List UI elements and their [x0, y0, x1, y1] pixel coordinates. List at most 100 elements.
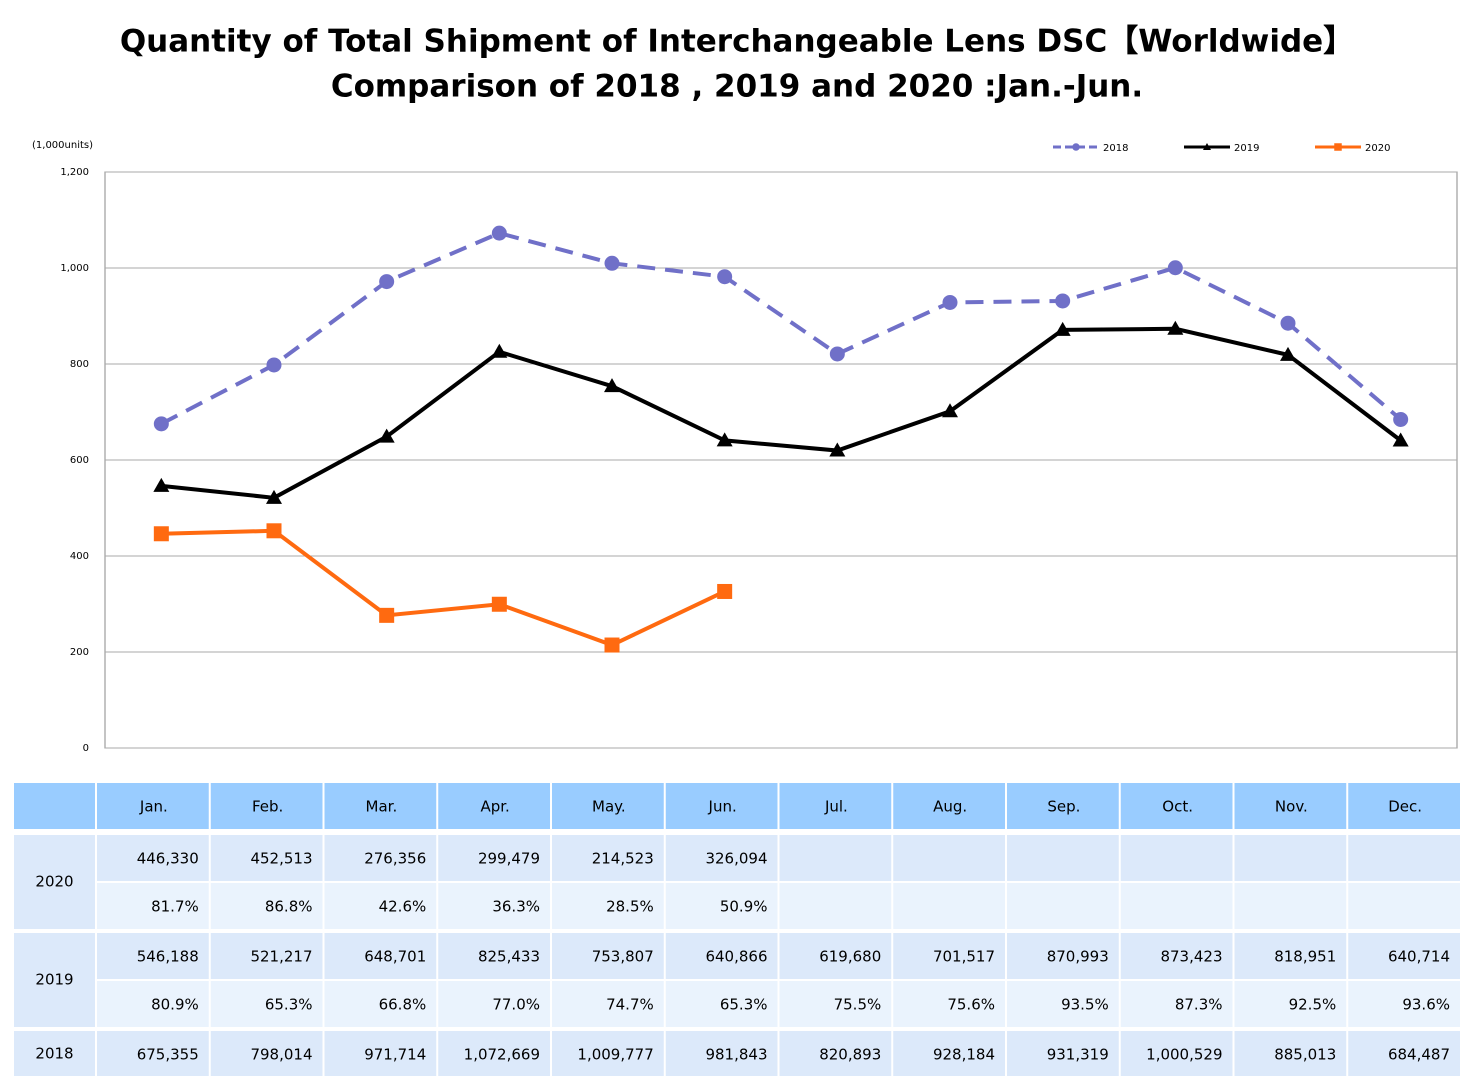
table-header-cell	[210, 783, 323, 829]
legend-label: 2020	[1365, 143, 1390, 154]
table-cell-text: 798,014	[250, 1046, 312, 1064]
table-cell	[1007, 835, 1119, 881]
table-header-cell	[1120, 783, 1233, 829]
table-cell-text: 36.3%	[492, 898, 540, 916]
table-cell-text: 446,330	[137, 850, 199, 868]
y-tick-label: 200	[70, 647, 89, 658]
table-cell-text: 93.5%	[1061, 996, 1109, 1014]
table-cell-text: 640,866	[705, 948, 767, 966]
table-header-text: May.	[592, 798, 626, 816]
table-cell	[1120, 933, 1233, 979]
table-cell	[1348, 835, 1460, 881]
point	[717, 583, 733, 599]
table-cell-text: 77.0%	[492, 996, 540, 1014]
table-cell-text: 28.5%	[606, 898, 654, 916]
table-cell-text: 65.3%	[265, 996, 313, 1014]
point	[379, 274, 395, 290]
table-cell-text: 326,094	[705, 850, 767, 868]
chart-title: Quantity of Total Shipment of Interchang…	[120, 24, 1354, 60]
table-cell	[1348, 1031, 1460, 1076]
table-cell-text: 81.7%	[151, 898, 199, 916]
table-header-text: Sep.	[1047, 798, 1080, 816]
table-cell	[210, 883, 323, 929]
table-header-text: Nov.	[1275, 798, 1308, 816]
point	[1280, 346, 1296, 361]
table-cell	[1348, 883, 1460, 929]
table-header-text: Oct.	[1162, 798, 1193, 816]
table-cell-text: 818,951	[1274, 948, 1336, 966]
table-cell-text: 825,433	[478, 948, 540, 966]
table-cell-text: 452,513	[250, 850, 312, 868]
table-cell	[779, 981, 892, 1027]
table-header-text: Apr.	[480, 798, 509, 816]
table-header-cell	[1007, 783, 1119, 829]
table-cell-text: 870,993	[1047, 948, 1109, 966]
table-group-label: 2019	[35, 971, 73, 989]
table-header-cell	[1234, 783, 1347, 829]
point	[1054, 321, 1071, 336]
table-header-cell	[665, 783, 778, 829]
table-group-label: 2018	[35, 1045, 73, 1063]
table-cell	[324, 933, 437, 979]
table-cell-text: 50.9%	[720, 898, 768, 916]
point	[942, 403, 958, 418]
table-header-text: Jan.	[139, 798, 168, 816]
table-cell-text: 75.5%	[834, 996, 882, 1014]
table-cell-text: 74.7%	[606, 996, 654, 1014]
point	[604, 255, 620, 271]
table-cell	[552, 981, 664, 1027]
table-cell-text: 299,479	[478, 850, 540, 868]
point	[1167, 260, 1183, 276]
table-cell-text: 65.3%	[720, 996, 768, 1014]
table-cell	[438, 835, 550, 881]
table-cell-text: 86.8%	[265, 898, 313, 916]
table-cell	[1234, 933, 1347, 979]
series-line	[161, 326, 1402, 500]
table-cell	[779, 1031, 892, 1076]
legend-marker	[1334, 143, 1342, 151]
table-cell	[438, 981, 550, 1027]
point	[491, 343, 508, 358]
table-cell-text: 820,893	[819, 1046, 881, 1064]
table-cell	[1348, 981, 1460, 1027]
table-cell	[1120, 883, 1233, 929]
table-cell-text: 87.3%	[1175, 996, 1223, 1014]
table-header-cell	[893, 783, 1005, 829]
table-header-cell	[1348, 783, 1460, 829]
table-cell	[97, 1031, 209, 1076]
table-cell	[1234, 1031, 1347, 1076]
table-cell	[438, 933, 550, 979]
table-cell-text: 981,843	[705, 1046, 767, 1064]
table-cell	[97, 883, 209, 929]
chart-subtitle: Comparison of 2018 , 2019 and 2020 :Jan.…	[331, 69, 1143, 105]
table-cell-text: 92.5%	[1289, 996, 1337, 1014]
point	[829, 346, 845, 362]
table-cell-text: 75.6%	[947, 996, 995, 1014]
table-group-cell	[14, 933, 95, 1027]
table-cell	[324, 835, 437, 881]
point	[1393, 411, 1409, 427]
table-cell-text: 885,013	[1274, 1046, 1336, 1064]
table-cell	[324, 1031, 437, 1076]
table-header-text: Dec.	[1388, 798, 1422, 816]
table-cell	[893, 1031, 1005, 1076]
table-cell-text: 80.9%	[151, 996, 199, 1014]
point	[717, 269, 733, 285]
table-cell	[210, 981, 323, 1027]
table-cell	[1234, 835, 1347, 881]
y-axis-label: (1,000units)	[32, 140, 93, 151]
table-cell	[210, 933, 323, 979]
y-tick-label: 1,200	[60, 167, 89, 178]
point	[266, 489, 282, 504]
table-cell	[1234, 981, 1347, 1027]
table-cell	[552, 933, 664, 979]
point	[604, 378, 620, 393]
point	[716, 432, 733, 447]
table-cell	[893, 835, 1005, 881]
table-header-cell	[324, 783, 437, 829]
table-cell	[438, 883, 550, 929]
table-cell	[324, 981, 437, 1027]
table-cell	[779, 883, 892, 929]
table-cell-text: 521,217	[250, 948, 312, 966]
point	[942, 294, 958, 310]
